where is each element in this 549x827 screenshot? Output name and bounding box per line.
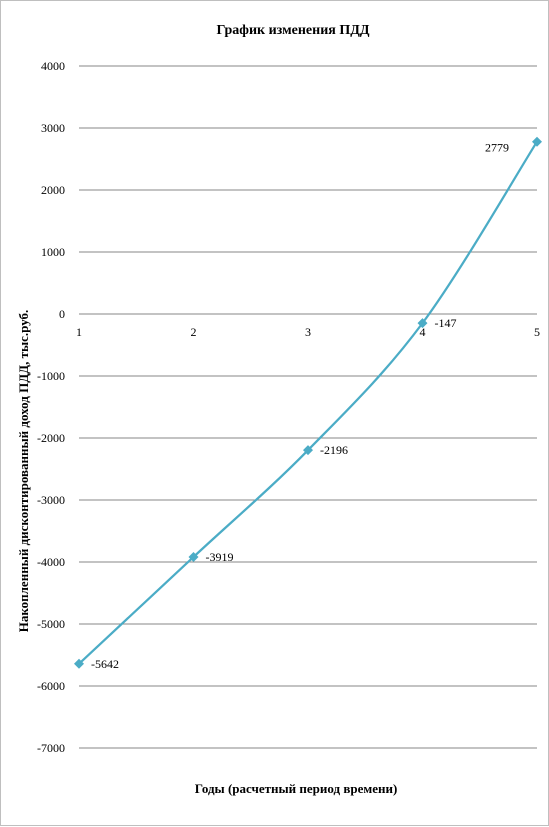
x-tick-label: 5 [534,325,540,339]
x-tick-label: 2 [191,325,197,339]
y-tick-label: 2000 [41,183,65,197]
data-label: -2196 [320,443,348,457]
y-tick-label: -3000 [37,493,65,507]
y-tick-label: -1000 [37,369,65,383]
x-tick-label: 4 [420,325,426,339]
y-tick-label: 0 [59,307,65,321]
y-tick-label: 1000 [41,245,65,259]
data-labels: -5642 -3919 -2196 -147 2779 [91,141,509,671]
x-tick-label: 1 [76,325,82,339]
data-point [303,445,313,456]
y-tick-label: -7000 [37,741,65,755]
y-tick-label: 3000 [41,121,65,135]
y-tick-label: -6000 [37,679,65,693]
y-tick-label: -2000 [37,431,65,445]
gridlines [79,65,537,749]
data-label: -5642 [91,657,119,671]
data-point [74,658,84,669]
series-layer [74,136,542,669]
data-label: -147 [435,316,457,330]
data-label: 2779 [485,141,509,155]
data-point [532,136,542,147]
data-point [188,551,199,562]
data-point [417,318,428,329]
chart-title: График изменения ПДД [216,23,369,38]
data-label: -3919 [206,550,234,564]
series-line [78,141,538,665]
y-tick-label: -5000 [37,617,65,631]
y-tick-label: 4000 [41,59,65,73]
y-axis-title: Накопленный дисконтированный доход ПДД, … [16,310,31,633]
x-tick-label: 3 [305,325,311,339]
x-axis-ticks: 1 2 3 4 5 [76,325,540,339]
y-axis-ticks: 4000 3000 2000 1000 0 -1000 -2000 -3000 -4000 -50… [37,59,65,755]
x-axis-title: Годы (расчетный период времени) [195,781,398,796]
y-tick-label: -4000 [37,555,65,569]
